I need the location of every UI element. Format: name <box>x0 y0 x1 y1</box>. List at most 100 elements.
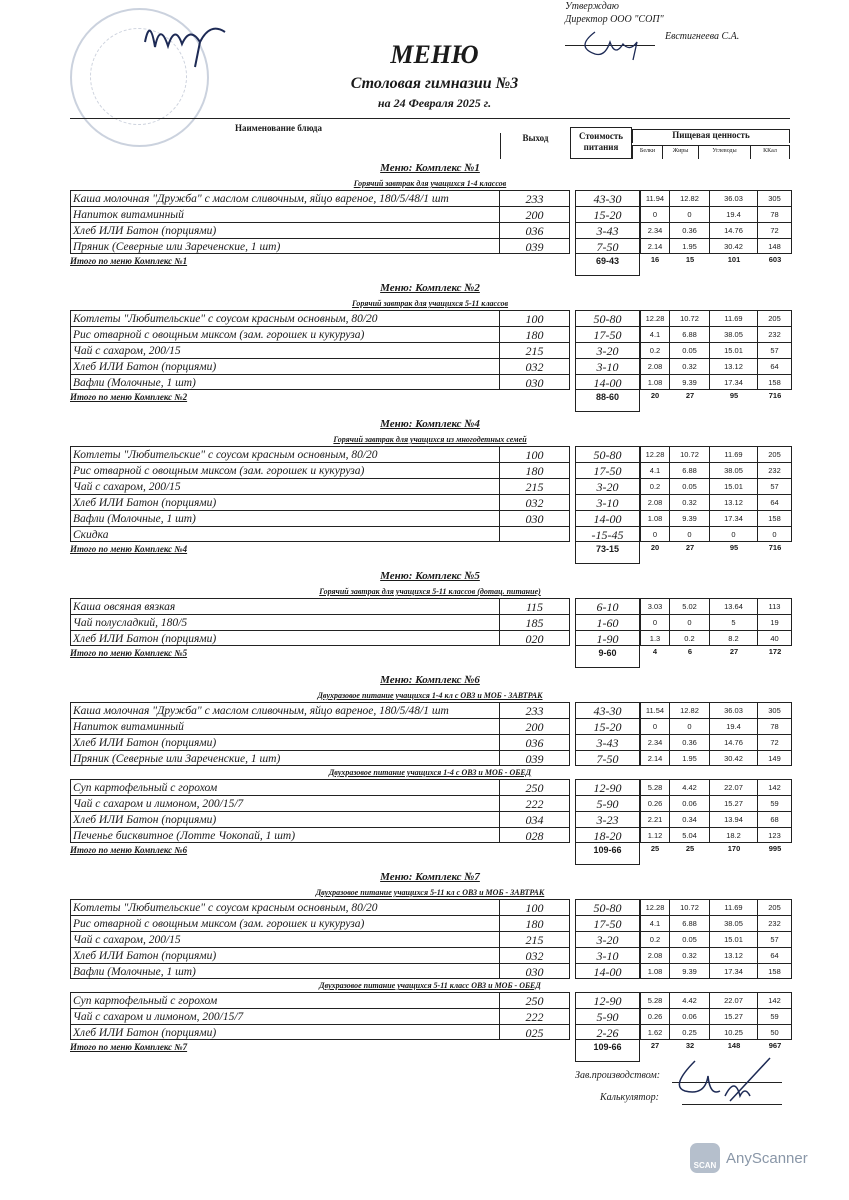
dish-output: 215 <box>500 342 570 358</box>
dish-kcal: 149 <box>758 750 792 766</box>
dish-fat: 5.04 <box>670 827 710 843</box>
dish-kcal: 205 <box>758 310 792 326</box>
meal-group-title: Горячий завтрак для учащихся 1-4 классов <box>353 179 507 188</box>
dish-output: 233 <box>500 702 570 718</box>
dish-kcal: 0 <box>758 526 792 542</box>
dish-output: 200 <box>500 718 570 734</box>
dish-fat: 0.06 <box>670 795 710 811</box>
dish-name: Чай с сахаром, 200/15 <box>70 478 500 494</box>
approval-label: Утверждаю <box>565 1 619 12</box>
total-kcal: 967 <box>768 1041 782 1050</box>
dish-fat: 6.88 <box>670 326 710 342</box>
total-row: Итого по меню Комплекс №6 109-66 25 25 1… <box>70 843 790 865</box>
menu-body: Меню: Комплекс №1 Горячий завтрак для уча… <box>70 162 792 1118</box>
dish-name: Напиток витаминный <box>70 206 500 222</box>
dish-price: 18-20 <box>575 827 640 843</box>
handwritten-signature <box>144 27 226 68</box>
dish-output: 020 <box>500 630 570 646</box>
dish-kcal: 142 <box>758 779 792 795</box>
table-row: Котлеты "Любительские" с соусом красным … <box>70 899 792 915</box>
dish-kcal: 78 <box>758 206 792 222</box>
dish-protein: 1.08 <box>640 510 670 526</box>
dish-protein: 5.28 <box>640 992 670 1008</box>
dish-fat: 0.2 <box>670 630 710 646</box>
dish-carbs: 18.2 <box>710 827 758 843</box>
total-label: Итого по меню Комплекс №4 <box>70 544 188 554</box>
dish-output: 032 <box>500 494 570 510</box>
dish-output: 180 <box>500 462 570 478</box>
dish-price: 17-50 <box>575 462 640 478</box>
dish-name: Хлеб ИЛИ Батон (порциями) <box>70 630 500 646</box>
menu-date: на 24 Февраля 2025 г. <box>377 96 492 110</box>
dish-price: 50-80 <box>575 899 640 915</box>
dish-carbs: 15.27 <box>710 1008 758 1024</box>
total-row: Итого по меню Комплекс №1 69-43 16 15 10… <box>70 254 790 276</box>
dish-fat: 12.82 <box>670 702 710 718</box>
dish-kcal: 64 <box>758 494 792 510</box>
dish-output: 039 <box>500 238 570 254</box>
col-kcal: ККал <box>750 145 790 159</box>
menu-complex: Меню: Комплекс №4 Горячий завтрак для уча… <box>70 418 792 564</box>
dish-carbs: 30.42 <box>710 238 758 254</box>
dish-fat: 6.88 <box>670 915 710 931</box>
dish-output: 180 <box>500 326 570 342</box>
dish-fat: 10.72 <box>670 446 710 462</box>
dish-carbs: 10.25 <box>710 1024 758 1040</box>
dish-kcal: 205 <box>758 446 792 462</box>
dish-price: 7-50 <box>575 238 640 254</box>
dish-price: 3-43 <box>575 222 640 238</box>
dish-protein: 4.1 <box>640 915 670 931</box>
dish-name: Вафли (Молочные, 1 шт) <box>70 374 500 390</box>
dish-kcal: 158 <box>758 510 792 526</box>
dish-output: 250 <box>500 992 570 1008</box>
production-manager-label: Зав.производством: <box>575 1070 661 1081</box>
dish-kcal: 123 <box>758 827 792 843</box>
table-row: Чай с сахаром, 200/15 215 3-20 0.2 0.05 … <box>70 478 792 494</box>
total-fat: 25 <box>685 844 695 853</box>
dish-output: 250 <box>500 779 570 795</box>
dish-protein: 12.28 <box>640 899 670 915</box>
dish-carbs: 19.4 <box>710 718 758 734</box>
total-carbs: 95 <box>729 391 739 400</box>
dish-kcal: 113 <box>758 598 792 614</box>
dish-fat: 0.32 <box>670 358 710 374</box>
dish-protein: 0 <box>640 206 670 222</box>
dish-protein: 0.2 <box>640 478 670 494</box>
dish-protein: 2.08 <box>640 947 670 963</box>
dish-output: 180 <box>500 915 570 931</box>
table-row: Хлеб ИЛИ Батон (порциями) 036 3-43 2.34 … <box>70 222 792 238</box>
dish-output: 032 <box>500 947 570 963</box>
table-row: Пряник (Северные или Зареченские, 1 шт) … <box>70 238 792 254</box>
col-carbs: Углеводы <box>698 145 750 159</box>
dish-output: 100 <box>500 446 570 462</box>
dish-carbs: 38.05 <box>710 326 758 342</box>
col-nutrition: Пищевая ценность <box>632 129 790 143</box>
dish-carbs: 11.69 <box>710 446 758 462</box>
table-row: Хлеб ИЛИ Батон (порциями) 020 1-90 1.3 0… <box>70 630 792 646</box>
page-subtitle: Столовая гимназии №3 <box>350 75 519 92</box>
dish-fat: 9.39 <box>670 374 710 390</box>
dish-price: 1-90 <box>575 630 640 646</box>
table-row: Хлеб ИЛИ Батон (порциями) 025 2-26 1.62 … <box>70 1024 792 1040</box>
dish-price: -15-45 <box>575 526 640 542</box>
table-row: Вафли (Молочные, 1 шт) 030 14-00 1.08 9.… <box>70 963 792 979</box>
total-fat: 27 <box>685 391 695 400</box>
dish-kcal: 78 <box>758 718 792 734</box>
table-row: Чай полусладкий, 180/5 185 1-60 0 0 5 19 <box>70 614 792 630</box>
dish-carbs: 17.34 <box>710 510 758 526</box>
dish-carbs: 38.05 <box>710 915 758 931</box>
dish-price: 43-30 <box>575 190 640 206</box>
dish-name: Хлеб ИЛИ Батон (порциями) <box>70 1024 500 1040</box>
dish-price: 7-50 <box>575 750 640 766</box>
total-row: Итого по меню Комплекс №4 73-15 20 27 95… <box>70 542 790 564</box>
dish-name: Рис отварной с овощным миксом (зам. горо… <box>70 915 500 931</box>
menu-complex: Меню: Комплекс №6 Двухразовое питание уча… <box>70 674 792 865</box>
dish-output: 025 <box>500 1024 570 1040</box>
menu-complex: Меню: Комплекс №5 Горячий завтрак для уча… <box>70 570 792 668</box>
dish-name: Хлеб ИЛИ Батон (порциями) <box>70 811 500 827</box>
dish-kcal: 40 <box>758 630 792 646</box>
table-row: Котлеты "Любительские" с соусом красным … <box>70 310 792 326</box>
dish-fat: 0.25 <box>670 1024 710 1040</box>
col-protein: Белки <box>632 145 662 159</box>
dish-name: Чай с сахаром и лимоном, 200/15/7 <box>70 795 500 811</box>
